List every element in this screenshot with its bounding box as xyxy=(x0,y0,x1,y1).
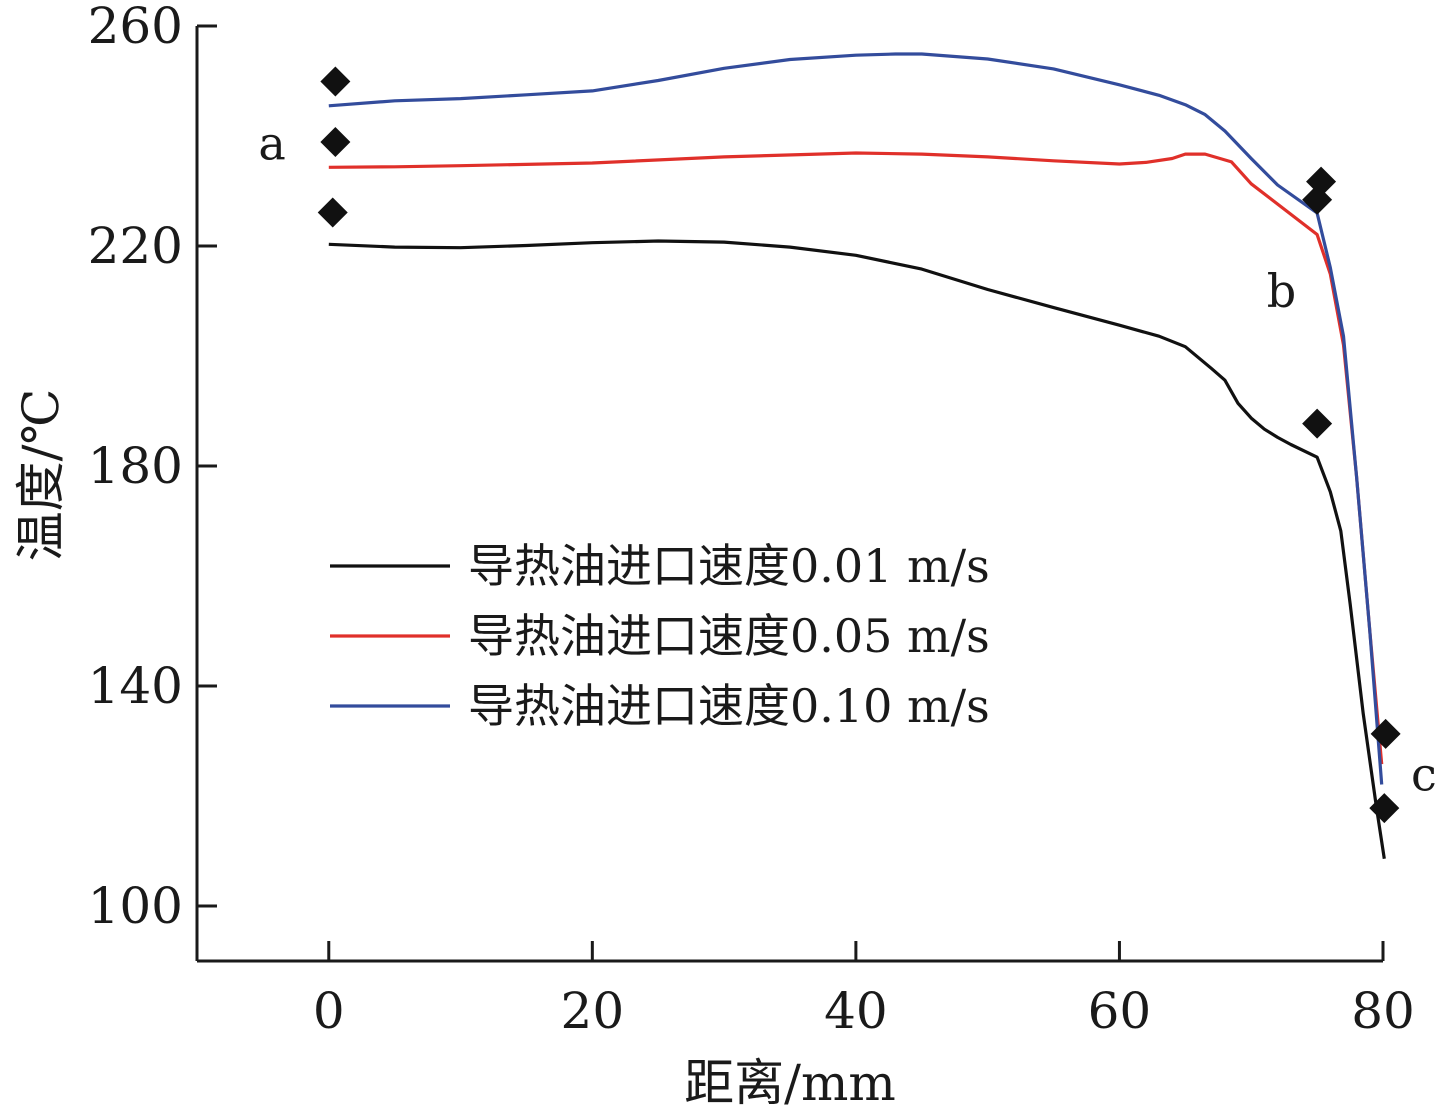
series-line-1 xyxy=(328,239,1386,859)
annotation-a: a xyxy=(258,117,285,171)
x-axis-title: 距离/mm xyxy=(684,1054,896,1110)
y-axis-title: 温度/℃ xyxy=(12,389,70,562)
diamond-marker xyxy=(320,127,351,158)
x-tick-label: 60 xyxy=(1088,982,1152,1040)
diamond-marker xyxy=(1302,408,1333,439)
legend-label-2: 导热油进口速度0.05 m/s xyxy=(468,609,990,663)
legend-label-3: 导热油进口速度0.10 m/s xyxy=(468,679,990,733)
series-lines xyxy=(328,52,1386,859)
legend: 导热油进口速度0.01 m/s 导热油进口速度0.05 m/s 导热油进口速度0.1… xyxy=(330,539,990,733)
axes xyxy=(195,24,1385,963)
y-tick-label: 180 xyxy=(88,437,183,495)
annotation-b: b xyxy=(1267,264,1296,318)
x-tick-label: 40 xyxy=(824,982,888,1040)
diamond-marker xyxy=(1370,718,1401,749)
diamond-marker xyxy=(320,66,351,97)
y-tick-label: 100 xyxy=(88,877,183,935)
y-tick-labels: 100 140 180 220 260 xyxy=(88,0,183,935)
y-tick-label: 260 xyxy=(88,0,183,55)
annotations: a b c xyxy=(258,117,1436,802)
x-tick-labels: 0 20 40 60 80 xyxy=(313,982,1415,1040)
diamond-marker xyxy=(1302,184,1333,215)
legend-label-1: 导热油进口速度0.01 m/s xyxy=(468,539,990,593)
x-tick-label: 80 xyxy=(1351,982,1415,1040)
series-line-3 xyxy=(328,52,1384,785)
diamond-marker xyxy=(317,197,348,228)
y-tick-label: 220 xyxy=(88,217,183,275)
data-markers xyxy=(317,66,1401,824)
series-line-2 xyxy=(328,151,1384,765)
x-tick-label: 20 xyxy=(561,982,625,1040)
annotation-c: c xyxy=(1411,748,1437,802)
x-tick-label: 0 xyxy=(313,982,345,1040)
y-tick-label: 140 xyxy=(88,657,183,715)
diamond-marker xyxy=(1369,793,1400,824)
